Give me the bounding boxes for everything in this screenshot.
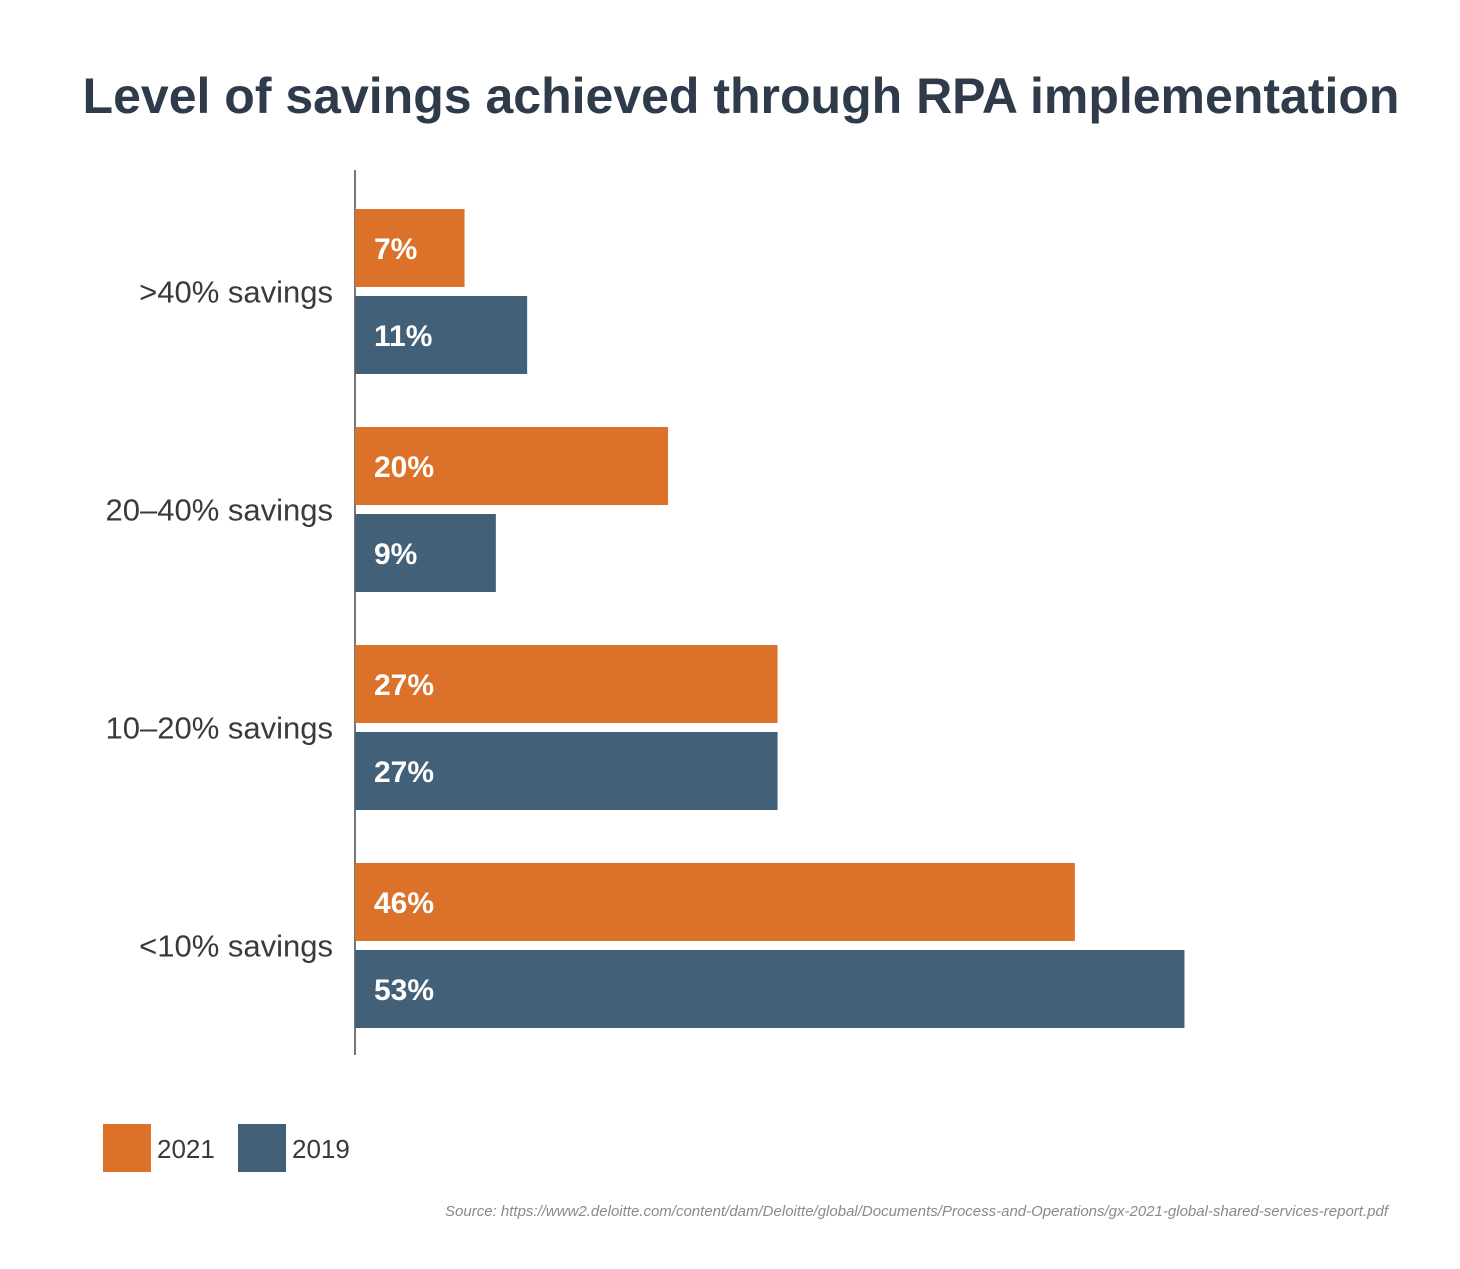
data-label-2019-1: 9% (374, 538, 417, 571)
bar-2021-0 (355, 209, 465, 287)
legend: 2021 2019 (103, 1124, 350, 1172)
data-label-2021-2: 27% (374, 669, 434, 702)
category-label-2: 10–20% savings (106, 711, 334, 746)
legend-swatch-2021 (103, 1124, 151, 1172)
source-note: Source: https://www2.deloitte.com/conten… (445, 1203, 1390, 1220)
category-label-0: >40% savings (139, 275, 333, 310)
chart-title: Level of savings achieved through RPA im… (83, 68, 1400, 124)
legend-label-2019: 2019 (292, 1134, 350, 1164)
bars-group: 7% 11% 20% 9% 27% 27% 46% 53% (355, 209, 1185, 1028)
data-label-2021-1: 20% (374, 451, 434, 484)
data-label-2021-0: 7% (374, 233, 417, 266)
category-label-1: 20–40% savings (106, 493, 334, 528)
bar-2019-1 (355, 514, 496, 592)
category-labels: >40% savings 20–40% savings 10–20% savings… (106, 275, 334, 964)
bar-2019-3 (355, 950, 1185, 1028)
bar-2021-1 (355, 427, 668, 505)
bar-2021-2 (355, 645, 778, 723)
legend-label-2021: 2021 (157, 1134, 215, 1164)
category-label-3: <10% savings (139, 929, 333, 964)
bar-2019-2 (355, 732, 778, 810)
legend-swatch-2019 (238, 1124, 286, 1172)
bar-2021-3 (355, 863, 1075, 941)
bar-2019-0 (355, 296, 528, 374)
data-label-2019-0: 11% (374, 320, 432, 353)
data-label-2021-3: 46% (374, 887, 434, 920)
data-label-2019-2: 27% (374, 756, 434, 789)
data-label-2019-3: 53% (374, 974, 434, 1007)
